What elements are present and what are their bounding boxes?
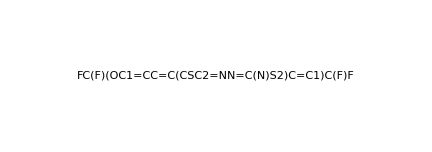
Text: FC(F)(OC1=CC=C(CSC2=NN=C(N)S2)C=C1)C(F)F: FC(F)(OC1=CC=C(CSC2=NN=C(N)S2)C=C1)C(F)F [77, 71, 355, 81]
